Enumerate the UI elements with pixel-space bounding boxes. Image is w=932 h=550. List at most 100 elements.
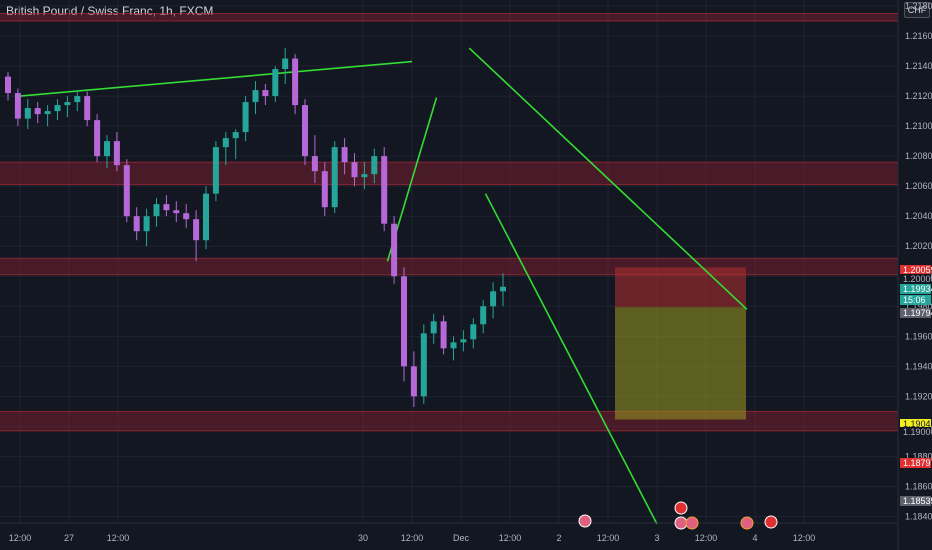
candle-body bbox=[391, 224, 397, 277]
candle-body bbox=[282, 59, 288, 70]
candle-body bbox=[5, 77, 11, 94]
candle-body bbox=[203, 194, 209, 241]
candle-body bbox=[154, 204, 160, 216]
time-tick-label: 12:00 bbox=[9, 533, 32, 543]
event-icon bbox=[675, 502, 687, 514]
price-label-text: 1.20000 bbox=[903, 274, 932, 284]
price-label-text: 1.19794 bbox=[903, 308, 932, 318]
candle-body bbox=[352, 162, 358, 177]
resistance-zone bbox=[0, 14, 898, 22]
event-icon bbox=[579, 515, 591, 527]
price-tick-label: 1.19400 bbox=[905, 361, 932, 371]
candle-body bbox=[272, 69, 278, 96]
price-tick-label: 1.20400 bbox=[905, 211, 932, 221]
candle-body bbox=[470, 324, 476, 339]
time-tick-label: 12:00 bbox=[401, 533, 424, 543]
price-tick-label: 1.21600 bbox=[905, 31, 932, 41]
time-tick-label: 12:00 bbox=[793, 533, 816, 543]
price-tick-label: 1.18400 bbox=[905, 511, 932, 521]
time-tick-label: 12:00 bbox=[499, 533, 522, 543]
price-tick-label: 1.19200 bbox=[905, 391, 932, 401]
time-tick-label: 4 bbox=[752, 533, 757, 543]
candlesticks bbox=[5, 48, 506, 407]
candle-body bbox=[322, 171, 328, 207]
candle-body bbox=[163, 204, 169, 210]
price-tick-label: 1.21200 bbox=[905, 91, 932, 101]
price-label-text: 1.18797 bbox=[903, 458, 932, 468]
candle-body bbox=[134, 216, 140, 231]
price-label-text: 1.19000 bbox=[903, 427, 932, 437]
trendline bbox=[20, 62, 412, 97]
price-label-text: 15:06 bbox=[903, 295, 926, 305]
candle-body bbox=[401, 276, 407, 366]
economic-events bbox=[579, 502, 777, 529]
price-tick-label: 1.20600 bbox=[905, 181, 932, 191]
candle-body bbox=[173, 210, 179, 213]
time-tick-label: 12:00 bbox=[695, 533, 718, 543]
candle-body bbox=[74, 96, 80, 102]
event-icon bbox=[686, 517, 698, 529]
price-tick-label: 1.21000 bbox=[905, 121, 932, 131]
candle-body bbox=[45, 111, 51, 114]
candle-body bbox=[94, 120, 100, 156]
event-icon bbox=[741, 517, 753, 529]
event-icon bbox=[675, 517, 687, 529]
candle-body bbox=[15, 93, 21, 119]
time-tick-label: 12:00 bbox=[107, 533, 130, 543]
candle-body bbox=[223, 138, 229, 147]
candle-body bbox=[332, 147, 338, 207]
price-label-text: 1.18535 bbox=[903, 496, 932, 506]
candle-body bbox=[35, 108, 41, 114]
price-label-text: 1.19934 bbox=[903, 284, 932, 294]
candle-body bbox=[421, 333, 427, 396]
resistance-zone bbox=[0, 258, 898, 275]
price-tick-label: 1.20200 bbox=[905, 241, 932, 251]
candle-body bbox=[451, 342, 457, 348]
candle-body bbox=[193, 219, 199, 240]
candle-body bbox=[262, 90, 268, 96]
price-axis: 1.21800 1.21600 1.21400 1.21200 1.21000 1.208… bbox=[905, 1, 932, 521]
candle-body bbox=[183, 213, 189, 219]
candle-body bbox=[441, 321, 447, 348]
take-profit-area bbox=[615, 307, 746, 419]
candle-body bbox=[55, 105, 61, 111]
candle-body bbox=[144, 216, 150, 231]
candle-body bbox=[124, 165, 130, 216]
candle-body bbox=[342, 147, 348, 162]
candle-body bbox=[312, 156, 318, 171]
resistance-zone bbox=[0, 162, 898, 185]
candle-body bbox=[480, 306, 486, 324]
candle-body bbox=[371, 156, 377, 174]
price-tick-label: 1.19600 bbox=[905, 331, 932, 341]
time-axis: 12:00 27 12:00 30 12:00 Dec 12:00 2 12:00 3 12:00 4… bbox=[9, 533, 932, 543]
time-tick-label: 27 bbox=[64, 533, 74, 543]
candle-body bbox=[253, 90, 259, 102]
candle-body bbox=[213, 147, 219, 194]
candle-body bbox=[490, 291, 496, 306]
price-tick-label: 1.18600 bbox=[905, 481, 932, 491]
candle-body bbox=[64, 102, 70, 105]
candle-body bbox=[243, 102, 249, 132]
time-tick-label: 3 bbox=[654, 533, 659, 543]
candle-body bbox=[114, 141, 120, 165]
candle-body bbox=[302, 105, 308, 156]
candle-body bbox=[381, 156, 387, 224]
candle-body bbox=[500, 287, 506, 292]
candle-body bbox=[460, 339, 466, 342]
resistance-zone bbox=[0, 411, 898, 431]
candle-body bbox=[104, 141, 110, 156]
candle-body bbox=[233, 132, 239, 138]
candle-body bbox=[84, 96, 90, 120]
event-icon bbox=[765, 516, 777, 528]
time-tick-label: Dec bbox=[453, 533, 470, 543]
price-tick-label: 1.21800 bbox=[905, 1, 932, 11]
candle-body bbox=[25, 108, 31, 119]
candle-body bbox=[431, 321, 437, 333]
price-labels: 1.200591.200001.1993415:06 1.19794 1.19046… bbox=[900, 265, 932, 506]
time-tick-label: 12:00 bbox=[597, 533, 620, 543]
candle-body bbox=[411, 366, 417, 396]
candle-body bbox=[292, 59, 298, 106]
time-tick-label: 2 bbox=[556, 533, 561, 543]
time-tick-label: 30 bbox=[358, 533, 368, 543]
